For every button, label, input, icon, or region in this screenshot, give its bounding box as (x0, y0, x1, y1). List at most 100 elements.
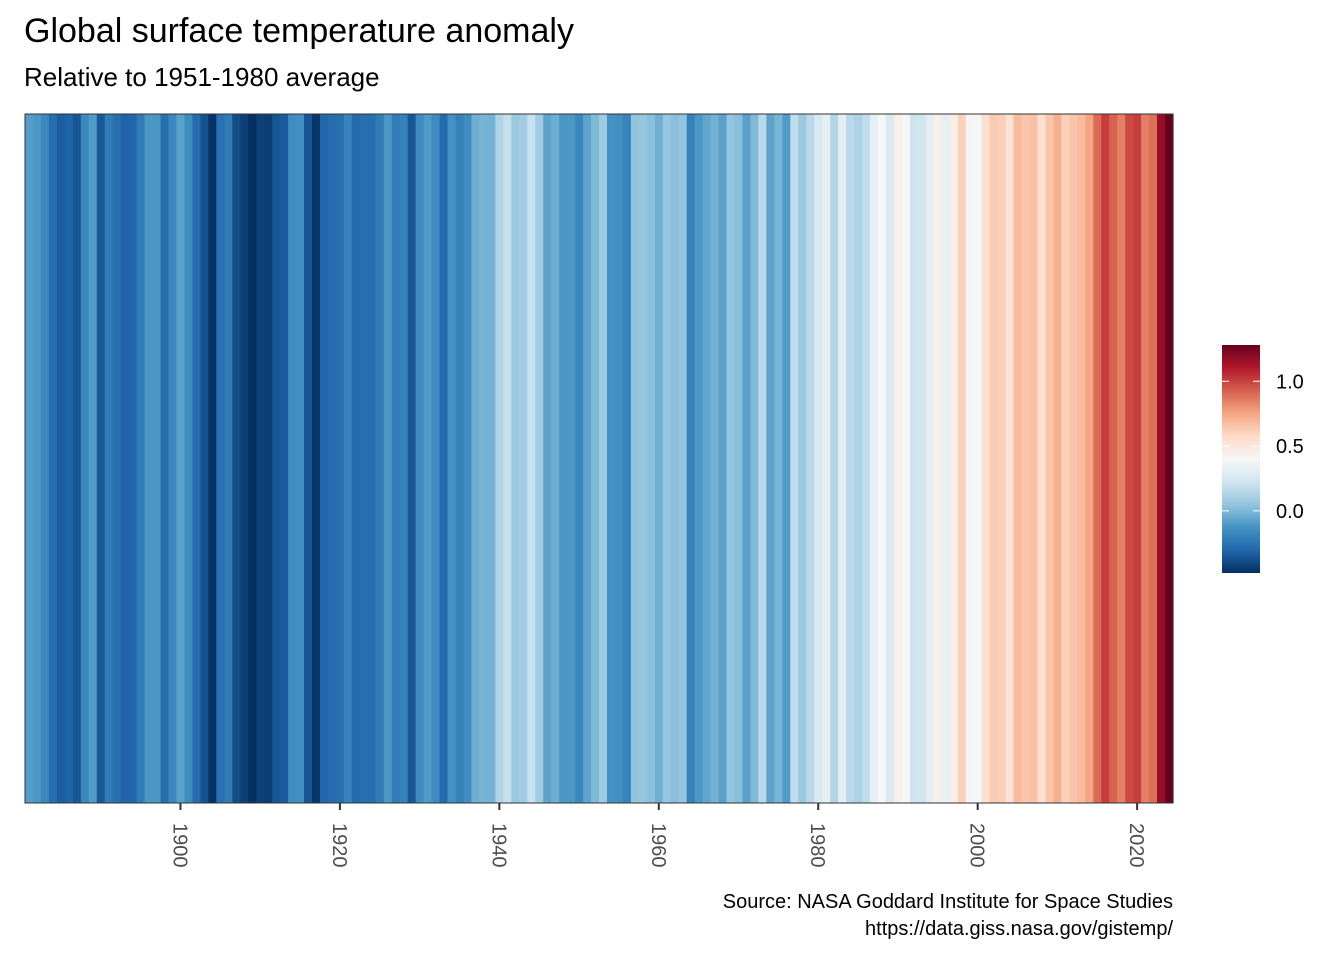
panel-border (24, 113, 1174, 804)
chart-subtitle: Relative to 1951-1980 average (24, 62, 380, 92)
stripe-1944 (527, 114, 536, 803)
stripe-1889 (88, 114, 98, 803)
stripe-1927 (391, 114, 401, 803)
stripe-1994 (925, 114, 935, 803)
stripe-1918 (319, 114, 329, 803)
stripe-1892 (112, 114, 122, 803)
stripe-1899 (168, 114, 178, 803)
x-tick-label: 1960 (647, 823, 669, 868)
stripe-1981 (822, 114, 831, 803)
stripe-1963 (678, 114, 688, 803)
stripe-1936 (463, 114, 473, 803)
stripe-2017 (1109, 114, 1118, 803)
stripe-1983 (838, 114, 847, 803)
stripe-1982 (830, 114, 839, 803)
stripe-1953 (599, 114, 608, 803)
stripe-1947 (551, 114, 560, 803)
stripe-1959 (646, 114, 656, 803)
stripe-2001 (981, 114, 991, 803)
chart-title: Global surface temperature anomaly (24, 12, 574, 50)
stripe-1925 (375, 114, 385, 803)
x-tick-label: 1920 (328, 823, 350, 868)
stripe-1926 (383, 114, 393, 803)
stripe-1966 (702, 114, 712, 803)
stripe-2014 (1085, 114, 1094, 803)
stripe-1996 (941, 114, 951, 803)
stripe-1984 (846, 114, 855, 803)
stripe-2018 (1117, 114, 1126, 803)
stripe-2023 (1157, 114, 1166, 803)
stripe-1968 (718, 114, 728, 803)
stripe-1956 (622, 114, 632, 803)
stripe-1887 (72, 114, 82, 803)
stripe-1885 (56, 114, 66, 803)
stripe-1924 (367, 114, 377, 803)
stripe-1993 (917, 114, 927, 803)
stripe-2003 (997, 114, 1007, 803)
stripe-1921 (343, 114, 353, 803)
stripe-1954 (606, 114, 616, 803)
stripe-1900 (176, 114, 186, 803)
stripe-1975 (774, 114, 783, 803)
stripe-1916 (304, 114, 313, 803)
stripe-2021 (1141, 114, 1150, 803)
stripe-1881 (25, 114, 34, 803)
stripe-1946 (543, 114, 552, 803)
stripe-1893 (120, 114, 130, 803)
stripe-1905 (216, 114, 225, 803)
stripe-1884 (48, 114, 58, 803)
stripe-1903 (200, 114, 209, 803)
stripe-1935 (455, 114, 465, 803)
stripe-1888 (80, 114, 90, 803)
stripe-2008 (1037, 114, 1047, 803)
stripe-2010 (1053, 114, 1062, 803)
stripe-1955 (614, 114, 624, 803)
stripe-1957 (630, 114, 640, 803)
stripe-1971 (742, 114, 752, 803)
stripe-1980 (814, 114, 823, 803)
stripe-1914 (288, 114, 297, 803)
stripe-1976 (782, 114, 791, 803)
stripe-2011 (1061, 114, 1070, 803)
stripe-2012 (1069, 114, 1078, 803)
stripe-1988 (878, 114, 887, 803)
stripe-1939 (487, 114, 496, 803)
stripe-1960 (654, 114, 664, 803)
stripe-1942 (511, 114, 520, 803)
stripe-1904 (208, 114, 217, 803)
stripe-1933 (439, 114, 449, 803)
stripe-1992 (909, 114, 919, 803)
x-tick-label: 1900 (168, 823, 190, 868)
stripe-1890 (96, 114, 106, 803)
stripe-1951 (583, 114, 592, 803)
stripe-1909 (248, 114, 257, 803)
stripe-1973 (758, 114, 768, 803)
stripe-1961 (662, 114, 672, 803)
stripe-1922 (351, 114, 361, 803)
stripe-1915 (296, 114, 305, 803)
stripe-2019 (1125, 114, 1134, 803)
stripe-1910 (256, 114, 265, 803)
stripe-2000 (973, 114, 983, 803)
stripe-2020 (1133, 114, 1142, 803)
stripe-2015 (1093, 114, 1102, 803)
stripe-1886 (64, 114, 74, 803)
stripe-1912 (272, 114, 281, 803)
stripe-1938 (479, 114, 488, 803)
stripe-1945 (535, 114, 544, 803)
stripe-1891 (104, 114, 114, 803)
stripe-1949 (567, 114, 576, 803)
stripe-2005 (1013, 114, 1023, 803)
stripe-1958 (638, 114, 648, 803)
stripe-1923 (359, 114, 369, 803)
caption-source: Source: NASA Goddard Institute for Space… (722, 891, 1173, 913)
stripe-1987 (870, 114, 879, 803)
legend-tick-label: 0.5 (1276, 436, 1304, 458)
stripe-1917 (312, 114, 321, 803)
stripe-1995 (933, 114, 943, 803)
stripe-1991 (901, 114, 911, 803)
stripe-1978 (798, 114, 807, 803)
stripe-1948 (559, 114, 568, 803)
stripe-1986 (862, 114, 871, 803)
